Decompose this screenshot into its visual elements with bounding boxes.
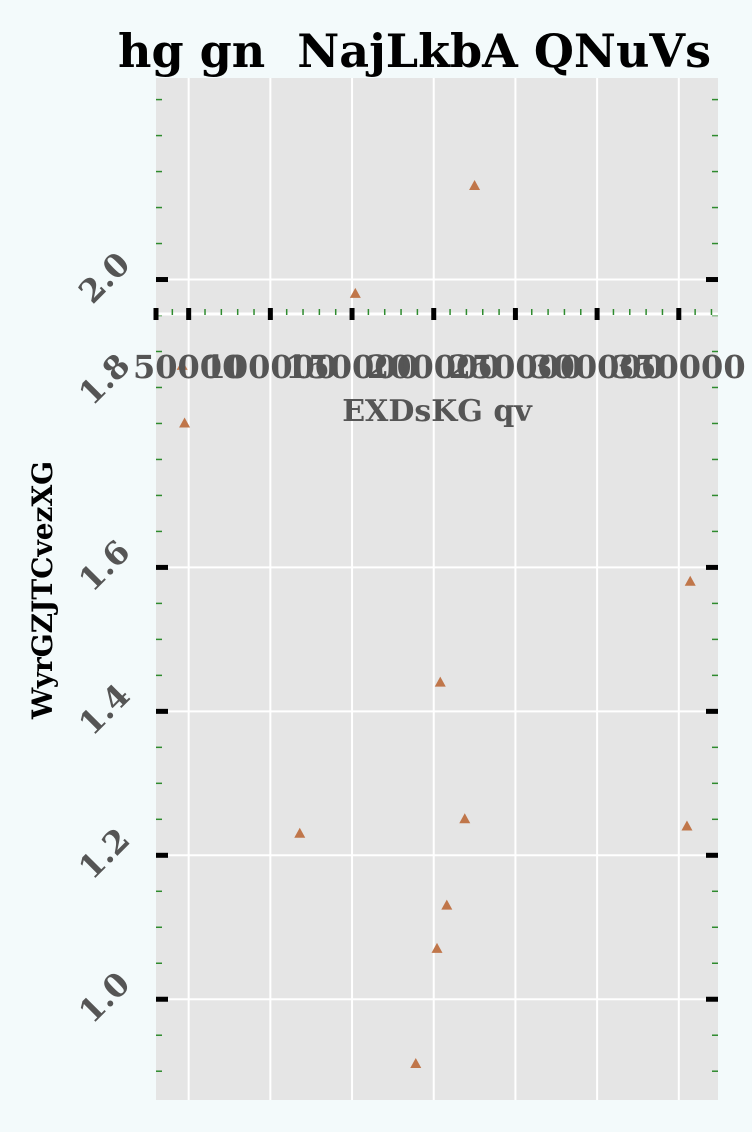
x-tick-labels: 5000010000015000020000025000030000035000…	[133, 348, 746, 386]
data-point-marker	[681, 820, 693, 831]
data-point-marker	[684, 575, 696, 586]
tick-layer	[153, 98, 718, 1072]
y-tick-label: 1.6	[71, 533, 137, 599]
x-tick-label: 50000	[133, 348, 244, 386]
x-tick-label: 100000	[204, 348, 338, 386]
grid-layer	[156, 78, 718, 1100]
data-point-marker	[349, 287, 361, 298]
points-layer	[176, 179, 696, 1069]
y-tick-label: 2.0	[71, 245, 137, 311]
data-point-marker	[294, 827, 306, 838]
y-tick-label: 1.4	[71, 676, 137, 742]
data-point-marker	[434, 676, 446, 687]
y-tick-label: 1.2	[71, 820, 137, 886]
y-tick-labels: 1.0 1.2 1.4 1.6 1.8 2.0	[71, 245, 137, 1031]
data-point-marker	[469, 179, 481, 190]
y-tick-label: 1.0	[71, 964, 137, 1030]
data-point-marker	[431, 942, 443, 953]
data-point-marker	[459, 813, 471, 824]
data-point-marker	[441, 899, 453, 910]
plot-area	[156, 78, 718, 1100]
chart-title: hg gn NajLkbA QNuVs	[118, 24, 711, 78]
x-tick-label: 300000	[530, 348, 664, 386]
data-point-marker	[179, 417, 191, 428]
data-point-marker	[410, 1058, 422, 1069]
x-tick-label: 200000	[367, 348, 501, 386]
x-axis-label: EXDsKG qv	[342, 394, 533, 429]
y-tick-label: 1.8	[71, 346, 137, 412]
x-tick-label: 350000	[612, 348, 746, 386]
y-axis-label: WyrGZJTCvezXG	[26, 461, 59, 720]
x-tick-label: 250000	[449, 348, 583, 386]
x-tick-label: 150000	[285, 348, 419, 386]
data-point-marker	[176, 359, 188, 370]
